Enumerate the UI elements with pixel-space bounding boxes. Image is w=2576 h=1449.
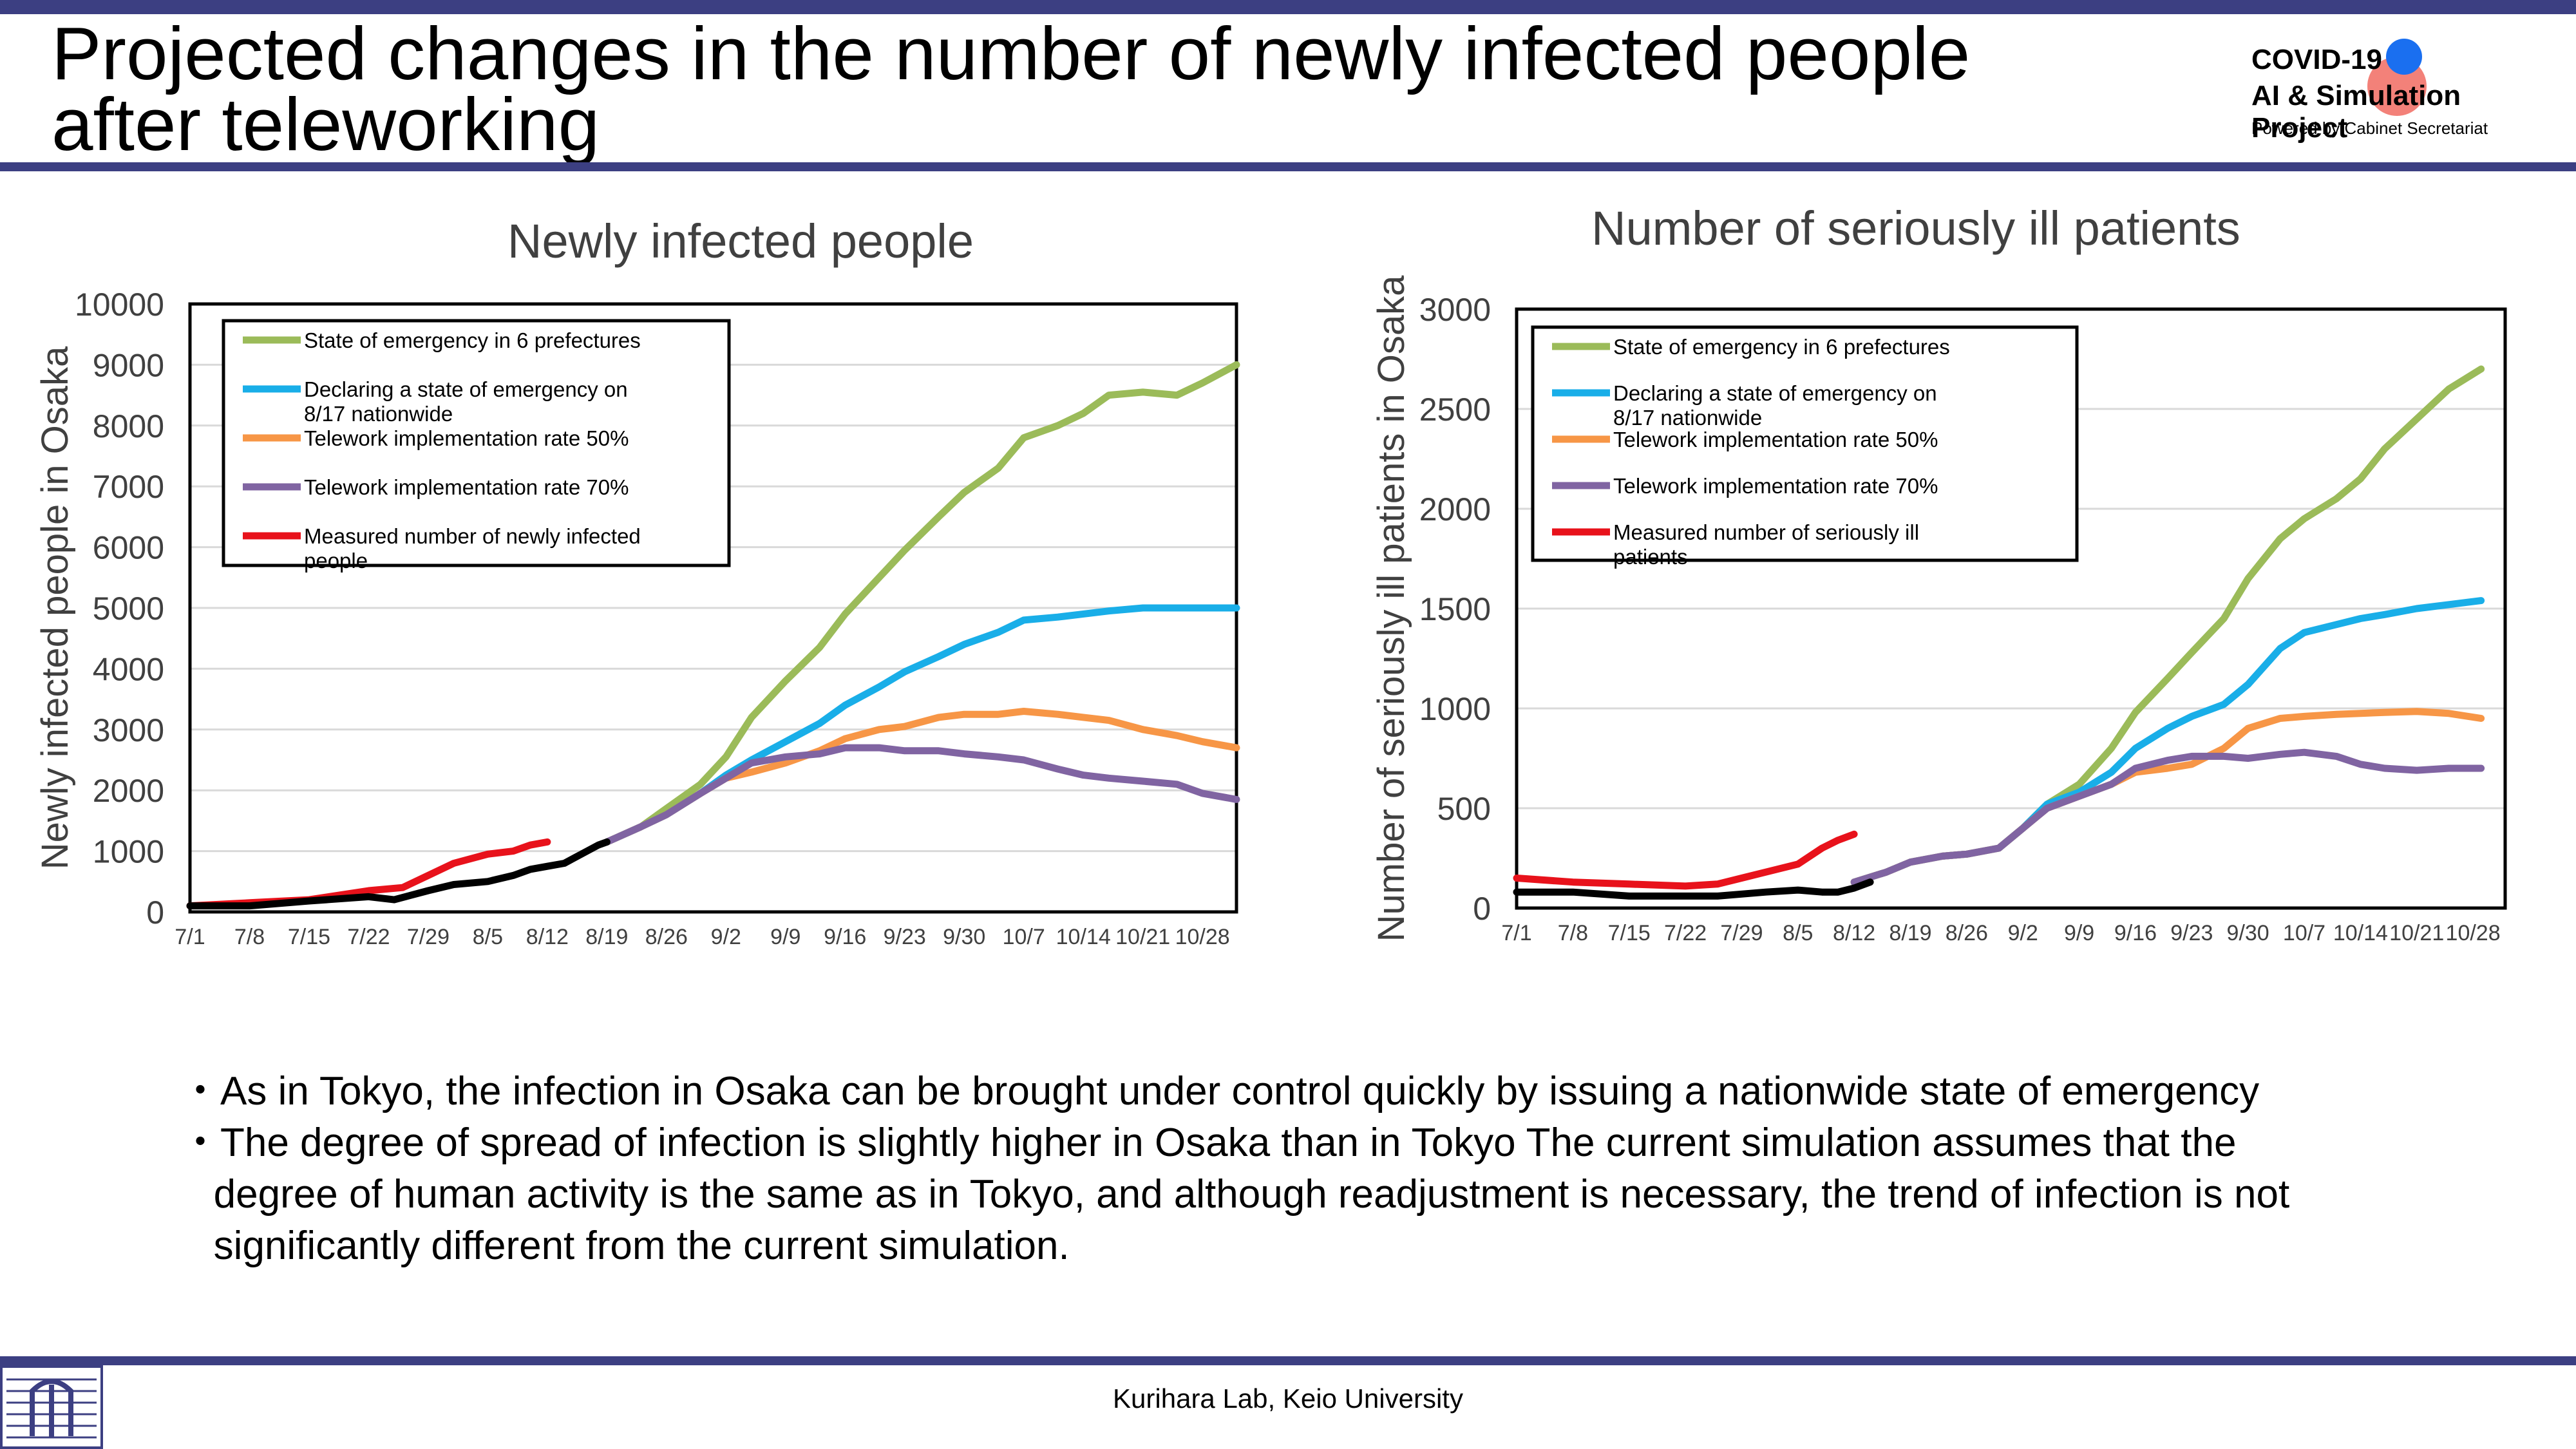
left-chart-xtick-label-8: 8/26 (645, 925, 688, 949)
chart-seriously-ill: Number of seriously ill patients 0 500 1000… (1288, 193, 2576, 998)
left-chart-xtick-label-17: 10/28 (1175, 925, 1230, 949)
right-chart-xtick-label-3: 7/22 (1664, 921, 1707, 945)
top-accent-bar (0, 0, 2576, 14)
right-chart-ytick-label-3: 1500 (1419, 591, 1491, 627)
project-logo: COVID-19 AI & Simulation Project Powered… (2248, 39, 2557, 148)
bullet-item-3: degree of human activity is the same as … (180, 1172, 2290, 1217)
left-chart-ylabel: Newly infected people in Osaka (34, 346, 76, 869)
left-chart-xtick-label-15: 10/14 (1056, 925, 1111, 949)
bullet-item-1: ・As in Tokyo, the infection in Osaka can… (180, 1069, 2260, 1113)
left-chart-xtick-label-1: 7/8 (234, 925, 265, 949)
left-chart-ytick-label-9: 9000 (93, 347, 164, 383)
left-chart-ytick-label-6: 6000 (93, 530, 164, 566)
right-chart-xtick-label-15: 10/14 (2333, 921, 2388, 945)
left-chart-legend-label-1: Declaring a state of emergency on 8/17 na… (304, 377, 628, 426)
left-chart-series-line-2 (603, 708, 1240, 846)
right-chart-ytick-label-6: 3000 (1419, 292, 1491, 328)
left-chart-xtick-label-3: 7/22 (347, 925, 390, 949)
footer-rule (0, 1356, 2576, 1365)
right-chart-legend-label-0: State of emergency in 6 prefectures (1613, 335, 1950, 359)
left-chart-ytick-label-10: 10000 (75, 287, 164, 323)
left-chart-ytick-label-7: 7000 (93, 469, 164, 505)
right-chart-xtick-label-12: 9/23 (2170, 921, 2213, 945)
right-chart-legend-label-4: Measured number of seriously ill patients (1613, 520, 1919, 569)
left-chart-xtick-label-6: 8/12 (526, 925, 569, 949)
right-chart-xtick-label-16: 10/21 (2389, 921, 2444, 945)
logo-line-3: Powered by Cabinet Secretariat (2251, 118, 2488, 138)
right-chart-xtick-label-13: 9/30 (2227, 921, 2269, 945)
chart-seriously-ill-svg: Number of seriously ill patients 0 500 1000… (1370, 202, 2507, 945)
left-chart-series-line-0 (603, 361, 1240, 846)
right-chart-xtick-label-2: 7/15 (1608, 921, 1651, 945)
right-chart-xtick-label-17: 10/28 (2446, 921, 2501, 945)
right-chart-ytick-label-0: 0 (1473, 891, 1491, 927)
right-chart-xtick-label-9: 9/2 (2008, 921, 2038, 945)
right-chart-series-line-1 (1850, 597, 2485, 886)
right-chart-series-line-3 (1850, 748, 2485, 886)
logo-line-1: COVID-19 (2251, 44, 2382, 75)
left-chart-xtick-label-2: 7/15 (288, 925, 330, 949)
right-chart-legend-box (1531, 325, 2079, 562)
right-chart-xtick-label-4: 7/29 (1720, 921, 1763, 945)
right-chart-title: Number of seriously ill patients (1591, 202, 2240, 255)
right-chart-ytick-label-4: 2000 (1419, 491, 1491, 527)
right-chart-ylabel: Number of seriously ill patients in Osak… (1370, 275, 1412, 942)
chart-newly-infected: Newly infected people 0 1000 2000 3000 4000 50… (0, 193, 1288, 998)
chart-newly-infected-svg: Newly infected people 0 1000 2000 3000 4000 50… (34, 214, 1240, 949)
right-chart-xtick-label-7: 8/19 (1889, 921, 1931, 945)
left-chart-legend-label-2: Telework implementation rate 50% (304, 426, 629, 450)
footer-credit: Kurihara Lab, Keio University (1113, 1383, 1463, 1414)
left-chart-ytick-label-4: 4000 (93, 651, 164, 687)
logo-line-2: AI & Simulation Project (2251, 80, 2461, 144)
left-chart-xtick-label-9: 9/2 (711, 925, 741, 949)
right-chart-xtick-label-6: 8/12 (1833, 921, 1875, 945)
left-chart-xtick-label-10: 9/9 (770, 925, 800, 949)
bullet-item-2: ・The degree of spread of infection is sl… (180, 1121, 2237, 1165)
left-chart-ytick-label-1: 1000 (93, 834, 164, 870)
left-chart-xtick-label-7: 8/19 (585, 925, 628, 949)
left-chart-ytick-label-0: 0 (146, 895, 164, 931)
right-chart-xtick-label-5: 8/5 (1783, 921, 1813, 945)
left-chart-ytick-label-2: 2000 (93, 773, 164, 809)
left-chart-xtick-label-14: 10/7 (1003, 925, 1045, 949)
right-chart-legend-label-2: Telework implementation rate 50% (1613, 428, 1938, 451)
left-chart-xtick-label-11: 9/16 (824, 925, 866, 949)
left-chart-legend-label-0: State of emergency in 6 prefectures (304, 328, 641, 352)
left-chart-xtick-label-0: 7/1 (175, 925, 205, 949)
right-chart-xtick-label-1: 7/8 (1558, 921, 1588, 945)
right-chart-legend-label-1: Declaring a state of emergency on 8/17 na… (1613, 381, 1937, 430)
left-chart-xtick-label-12: 9/23 (884, 925, 926, 949)
left-chart-title: Newly infected people (507, 214, 974, 268)
right-chart-xtick-label-14: 10/7 (2283, 921, 2325, 945)
right-chart-series-line-5 (1513, 878, 1874, 900)
right-chart-xtick-label-8: 8/26 (1946, 921, 1988, 945)
bullet-item-4: significantly different from the current… (180, 1224, 1070, 1268)
left-chart-legend-label-4: Measured number of newly infected people (304, 524, 641, 573)
keio-lab-logo-icon (0, 1365, 103, 1449)
right-chart-ytick-label-5: 2500 (1419, 392, 1491, 428)
left-chart-ytick-label-8: 8000 (93, 408, 164, 444)
left-chart-series-line-5 (186, 838, 611, 910)
left-chart-xtick-label-5: 8/5 (473, 925, 503, 949)
left-chart-xtick-label-13: 9/30 (943, 925, 985, 949)
right-chart-xtick-label-10: 9/9 (2064, 921, 2094, 945)
right-chart-xtick-label-11: 9/16 (2114, 921, 2157, 945)
left-chart-ytick-label-5: 5000 (93, 591, 164, 627)
page-title: Projected changes in the number of newly… (52, 12, 1971, 166)
right-chart-xtick-label-0: 7/1 (1501, 921, 1531, 945)
right-chart-plot-frame (1515, 307, 2507, 910)
right-chart-series-line-4 (1513, 830, 1858, 890)
left-chart-legend-label-3: Telework implementation rate 70% (304, 475, 629, 499)
left-chart-series-line-3 (603, 744, 1240, 846)
logo-blue-dot (2386, 39, 2422, 75)
right-chart-ytick-label-2: 1000 (1419, 691, 1491, 727)
left-chart-ytick-label-3: 3000 (93, 712, 164, 748)
right-chart-ytick-label-1: 500 (1437, 791, 1491, 827)
bullet-list: ・As in Tokyo, the infection in Osaka can… (180, 1066, 2499, 1272)
header-rule (0, 162, 2576, 171)
left-chart-legend-box (222, 319, 731, 567)
right-chart-legend-label-3: Telework implementation rate 70% (1613, 474, 1938, 498)
left-chart-xtick-label-16: 10/21 (1115, 925, 1170, 949)
left-chart-xtick-label-4: 7/29 (407, 925, 450, 949)
